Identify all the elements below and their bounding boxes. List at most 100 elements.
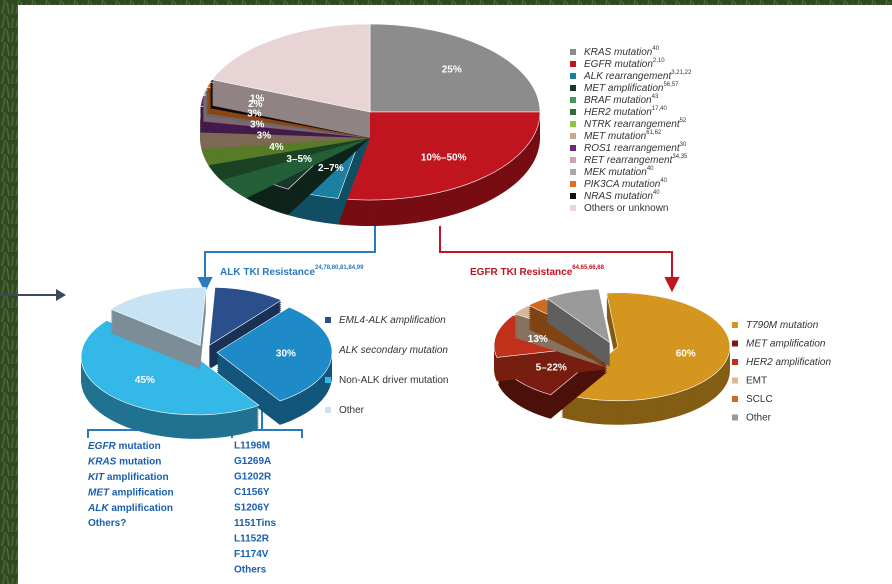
slice-top — [337, 111, 541, 201]
branch-title: EGFR TKI Resistance64,65,66,68 — [470, 265, 605, 278]
list-gene: ALK — [87, 503, 109, 514]
legend-swatch — [570, 49, 576, 55]
legend-swatch — [732, 377, 738, 384]
legend-label: HER2 amplification — [746, 357, 831, 368]
list-item: Others? — [88, 518, 126, 529]
legend-label: SCLC — [746, 394, 773, 405]
legend-swatch — [570, 169, 576, 175]
egfr-branch — [439, 226, 680, 293]
legend-name: BRAF mutation — [584, 95, 652, 106]
slice-top — [211, 23, 371, 113]
slice-label: 2–7% — [318, 163, 344, 174]
legend-name: EGFR mutation — [584, 59, 653, 70]
legend-swatch — [570, 193, 576, 199]
legend-swatch — [732, 322, 738, 328]
legend-name: MET mutation — [584, 131, 647, 142]
slice — [211, 23, 371, 139]
list-item: 1151Tins — [234, 518, 277, 529]
slice-label: 30% — [276, 349, 296, 360]
slice-side — [210, 105, 370, 138]
slice — [80, 320, 260, 439]
legend-ref: 3,21,22 — [671, 70, 692, 76]
legend-swatch — [570, 109, 576, 115]
list-item: Others — [234, 565, 267, 576]
legend-name: EML4-ALK amplification — [339, 315, 446, 326]
branch-title-text: ALK TKI Resistance — [220, 267, 315, 278]
list-item: ALK amplification — [87, 503, 173, 514]
legend-name: HER2 mutation — [584, 107, 652, 118]
legend-label: RET rearrangement34,35 — [584, 154, 688, 166]
legend-name: NTRK rearrangement — [584, 119, 681, 130]
list-gene: MET — [88, 487, 110, 498]
legend-swatch — [325, 407, 331, 413]
legend-name: Non-ALK driver mutation — [339, 375, 449, 386]
list-gene: EGFR — [88, 441, 117, 452]
legend-name: RET rearrangement — [584, 155, 674, 166]
legend-name: T790M mutation — [746, 320, 819, 331]
slice-label: 3% — [247, 109, 262, 120]
legend-label: KRAS mutation40 — [584, 46, 660, 58]
legend-label: Other — [339, 405, 365, 416]
legend-label: NRAS mutation40 — [584, 190, 660, 202]
slice-side — [201, 138, 370, 166]
branch-title-refs: 24,78,80,81,84,99 — [315, 265, 364, 271]
legend-name: Other — [339, 405, 365, 416]
slice-label: 1% — [250, 94, 265, 105]
legend-name: MEK mutation — [584, 167, 647, 178]
list-rest: amplification — [104, 472, 168, 483]
legend-swatch — [732, 340, 738, 347]
list-rest: amplification — [109, 487, 173, 498]
slice-label: 13% — [528, 334, 548, 345]
slice — [337, 111, 541, 226]
legend-ref: 61,62 — [646, 130, 662, 136]
legend-swatch — [570, 133, 576, 139]
legend-name: Others or unknown — [584, 203, 669, 214]
legend-label: NTRK rearrangement52 — [584, 118, 687, 130]
list-item: G1202R — [234, 472, 272, 483]
list-rest: mutation — [116, 441, 161, 452]
legend-swatch — [570, 97, 576, 103]
legend-label: HER2 mutation17,40 — [584, 106, 667, 118]
slice — [109, 287, 207, 370]
pointer-arrow — [0, 289, 66, 301]
legend-label: EMT — [746, 375, 767, 386]
list-item: L1152R — [234, 534, 270, 545]
legend-ref: 43 — [652, 94, 659, 100]
legend-label: EML4-ALK amplification — [339, 315, 446, 326]
legend-name: PIK3CA mutation — [584, 179, 661, 190]
legend-swatch — [570, 121, 576, 127]
legend-name: ROS1 rearrangement — [584, 143, 681, 154]
legend-name: NRAS mutation — [584, 191, 653, 202]
legend-label: PIK3CA mutation40 — [584, 178, 668, 190]
legend-swatch — [732, 359, 738, 365]
legend-name: ALK secondary mutation — [338, 345, 448, 356]
slice-label: 3–5% — [286, 154, 312, 165]
legend-ref: 30 — [680, 142, 687, 148]
legend-label: T790M mutation — [746, 320, 819, 331]
list-item: G1269A — [234, 456, 271, 467]
branch-title-refs: 64,65,66,68 — [572, 265, 604, 271]
slice-label: 3% — [250, 120, 265, 131]
legend-name: SCLC — [746, 394, 773, 405]
legend-label: MEK mutation40 — [584, 166, 654, 178]
list-item: MET amplification — [88, 487, 174, 498]
pie — [493, 288, 731, 425]
slice-label: 5–22% — [536, 363, 567, 374]
slice-top — [369, 23, 541, 113]
list-rest: mutation — [116, 456, 161, 467]
list-item: L1196M — [234, 441, 270, 452]
slice-side — [201, 136, 370, 164]
legend-label: BRAF mutation43 — [584, 94, 659, 106]
legend-swatch — [732, 414, 738, 421]
slice-top — [216, 306, 333, 402]
slice-label: 4% — [269, 142, 284, 153]
branch-title: ALK TKI Resistance24,78,80,81,84,99 — [220, 265, 364, 278]
legend-swatch — [570, 205, 576, 211]
legend-swatch — [570, 85, 576, 91]
list-gene: KRAS — [88, 456, 117, 467]
list-item: C1156Y — [234, 487, 270, 498]
list-item: S1206Y — [234, 503, 270, 514]
legend-ref: 34,35 — [672, 154, 688, 160]
list-item: KRAS mutation — [88, 456, 161, 467]
